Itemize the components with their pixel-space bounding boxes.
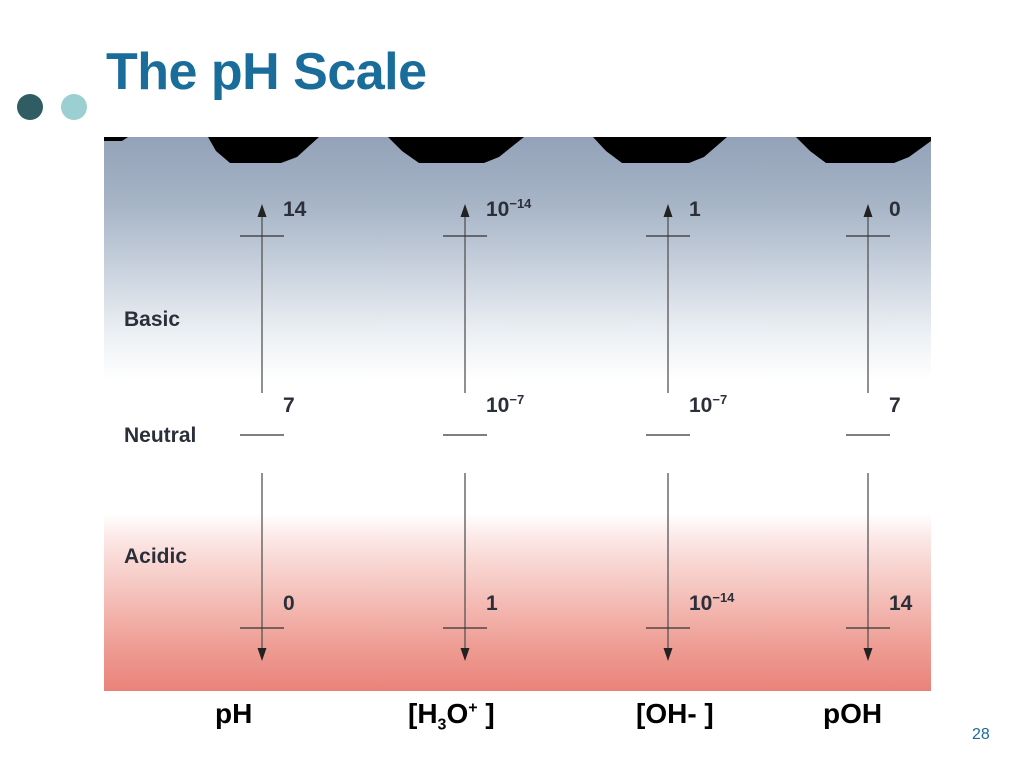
arrowhead-down-ph xyxy=(257,648,267,661)
tick-label-oh-2: 10−14 xyxy=(689,590,735,615)
tick-label-h3o-2: 1 xyxy=(486,592,498,615)
arrowhead-up-ph xyxy=(257,204,267,217)
axis-label-h3o: [H3O+ ] xyxy=(408,698,495,734)
axis-label-ph: pH xyxy=(215,698,253,729)
top-edge-shape-4 xyxy=(593,137,727,163)
tick-label-ph-2: 0 xyxy=(283,592,295,615)
tick-label-poh-0: 0 xyxy=(889,198,901,221)
tick-label-h3o-1: 10−7 xyxy=(486,392,525,417)
axis-label-oh: [OH- ] xyxy=(636,698,714,729)
tick-label-h3o-0: 10−14 xyxy=(486,196,532,221)
arrowhead-down-h3o xyxy=(460,648,470,661)
arrowhead-down-poh xyxy=(863,648,873,661)
bullet-dot-dark-icon xyxy=(17,94,43,120)
page-number: 28 xyxy=(972,726,990,743)
arrowhead-up-poh xyxy=(863,204,873,217)
tick-label-oh-0: 1 xyxy=(689,198,701,221)
tick-label-poh-1: 7 xyxy=(889,394,901,417)
arrowhead-down-oh xyxy=(663,648,673,661)
ph-scale-diagram: Basic Neutral Acidic 14 7 0 10−14 10−7 1 1 10−7… xyxy=(104,137,931,691)
tick-label-poh-2: 14 xyxy=(889,592,913,615)
tick-label-ph-0: 14 xyxy=(283,198,307,221)
slide-title: The pH Scale xyxy=(106,43,427,101)
bullet-dot-light-icon xyxy=(61,94,87,120)
top-edge-shape-1 xyxy=(104,137,128,141)
region-label-basic: Basic xyxy=(124,308,181,331)
tick-label-oh-1: 10−7 xyxy=(689,392,728,417)
top-edge-shape-3 xyxy=(388,137,524,163)
arrowhead-up-h3o xyxy=(460,204,470,217)
top-edge-shape-2 xyxy=(208,137,319,163)
arrowhead-up-oh xyxy=(663,204,673,217)
scale-lines xyxy=(104,137,931,661)
region-label-acidic: Acidic xyxy=(124,545,188,568)
tick-label-ph-1: 7 xyxy=(283,394,295,417)
axis-label-poh: pOH xyxy=(823,698,883,729)
top-edge-shape-5 xyxy=(796,137,931,163)
region-label-neutral: Neutral xyxy=(124,424,197,447)
